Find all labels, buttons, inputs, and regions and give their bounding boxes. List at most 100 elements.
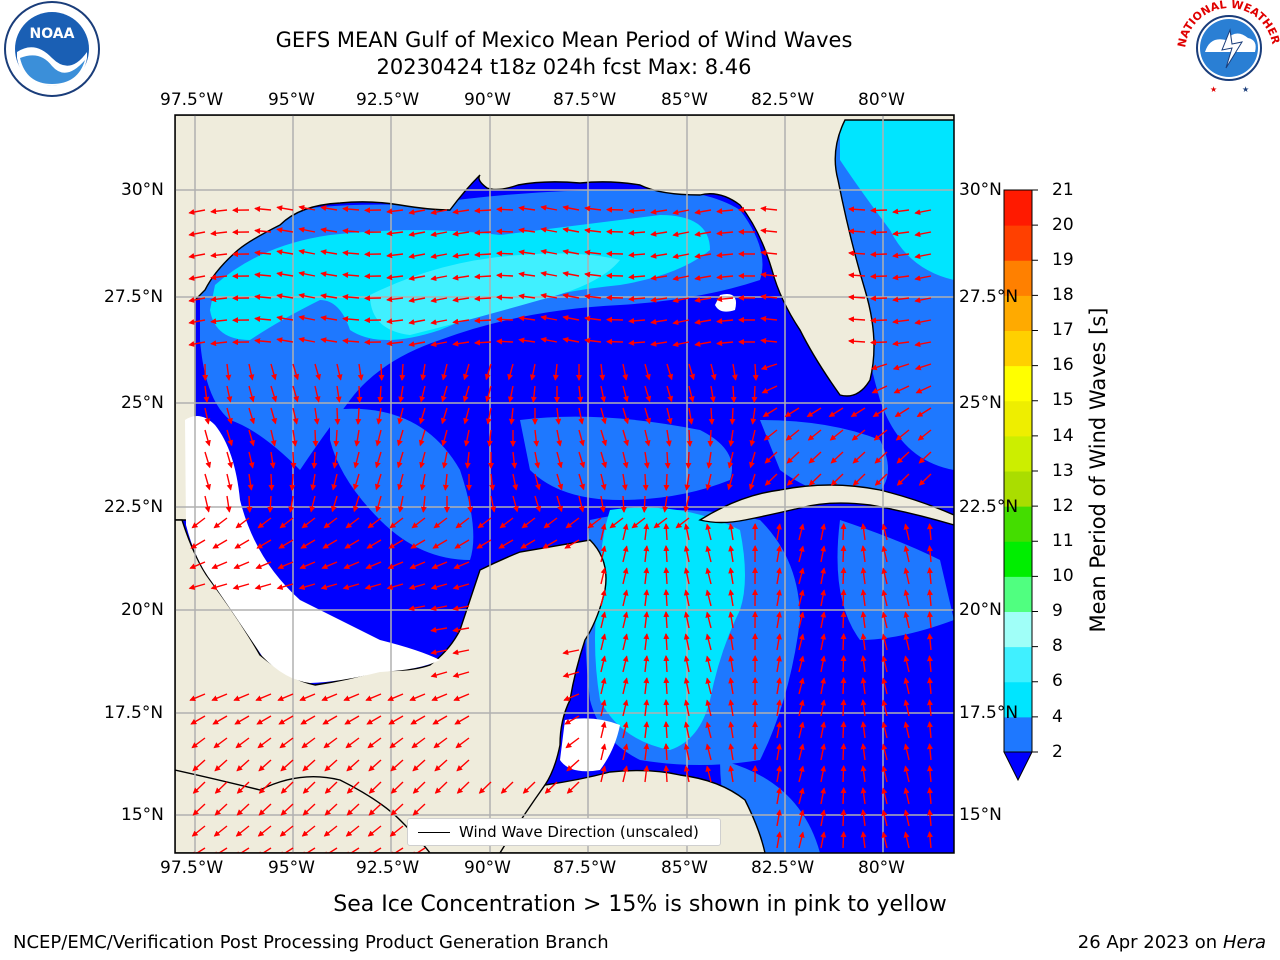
lon-label-bottom: 95°W xyxy=(268,858,315,878)
colorbar-tick-label: 8 xyxy=(1052,636,1063,656)
wind-wave-arrow xyxy=(728,633,735,651)
wind-wave-arrow xyxy=(840,765,847,783)
wind-wave-arrow xyxy=(441,451,448,469)
wind-wave-arrow xyxy=(213,517,228,529)
wind-wave-arrow xyxy=(666,407,673,425)
wind-wave-arrow xyxy=(512,495,519,513)
wind-wave-arrow xyxy=(462,385,470,403)
wind-wave-arrow xyxy=(622,743,629,761)
wind-wave-arrow xyxy=(540,248,558,255)
footer-date: 26 Apr 2023 on xyxy=(1077,932,1223,953)
wind-wave-arrow xyxy=(320,227,338,234)
wind-wave-arrow xyxy=(926,567,933,585)
wind-wave-arrow xyxy=(860,677,867,695)
wind-wave-arrow xyxy=(419,473,426,491)
wind-wave-arrow xyxy=(320,249,338,256)
colorbar-segment xyxy=(1004,435,1032,472)
wind-wave-arrow xyxy=(860,655,867,673)
wind-wave-arrow xyxy=(860,611,867,629)
wind-wave-arrow xyxy=(248,363,255,381)
wind-wave-arrow xyxy=(820,787,827,805)
wind-wave-arrow xyxy=(892,318,910,325)
wind-wave-arrow xyxy=(840,611,847,629)
wind-wave-arrow xyxy=(840,677,847,695)
wind-wave-arrow xyxy=(584,293,602,300)
wind-wave-arrow xyxy=(430,649,448,656)
wind-wave-arrow xyxy=(311,451,318,469)
wind-wave-arrow xyxy=(926,611,933,629)
wind-wave-arrow xyxy=(474,229,492,236)
wind-wave-arrow xyxy=(848,206,866,213)
wind-wave-arrow xyxy=(683,545,690,563)
wind-wave-arrow xyxy=(926,721,933,739)
wind-wave-arrow xyxy=(248,407,256,425)
wind-wave-arrow xyxy=(808,473,822,486)
wind-wave-arrow xyxy=(622,721,629,739)
wind-wave-arrow xyxy=(566,781,580,794)
wind-wave-arrow xyxy=(786,451,800,464)
wind-wave-arrow xyxy=(342,316,360,323)
wind-wave-arrow xyxy=(650,274,668,281)
wind-wave-arrow xyxy=(871,385,888,394)
wind-wave-arrow xyxy=(915,385,932,394)
wind-wave-arrow xyxy=(204,429,211,447)
wind-wave-arrow xyxy=(808,451,822,464)
wind-wave-arrow xyxy=(226,385,233,403)
wind-wave-arrow xyxy=(716,296,734,303)
wind-wave-arrow xyxy=(848,272,866,279)
wind-wave-arrow xyxy=(622,589,629,607)
wind-wave-arrow xyxy=(389,825,404,837)
wind-wave-arrow xyxy=(486,429,493,447)
wind-wave-arrow xyxy=(621,473,628,491)
wind-wave-arrow xyxy=(322,539,338,549)
wind-wave-arrow xyxy=(903,523,910,541)
wind-wave-arrow xyxy=(556,473,564,491)
wind-wave-arrow xyxy=(798,589,805,607)
wind-wave-arrow xyxy=(760,227,778,234)
wind-wave-arrow xyxy=(300,715,316,725)
wind-wave-arrow xyxy=(727,451,734,469)
wind-wave-arrow xyxy=(233,561,250,570)
wind-wave-arrow xyxy=(346,781,360,794)
lat-label-right: 20°N xyxy=(959,600,1002,620)
wind-wave-arrow xyxy=(357,363,364,381)
wind-wave-arrow xyxy=(764,473,778,486)
wind-wave-arrow xyxy=(708,407,715,425)
wind-wave-arrow xyxy=(600,721,607,739)
wind-wave-arrow xyxy=(566,759,580,772)
wind-wave-arrow xyxy=(584,249,602,256)
colorbar-tick-label: 9 xyxy=(1052,601,1063,621)
wind-wave-arrow xyxy=(860,633,867,651)
wind-wave-arrow xyxy=(353,451,360,469)
wind-wave-arrow xyxy=(600,407,607,425)
wind-wave-arrow xyxy=(440,407,448,425)
wind-wave-arrow xyxy=(820,699,827,717)
wind-wave-arrow xyxy=(663,655,670,673)
wind-wave-arrow xyxy=(386,296,404,303)
colorbar-segment xyxy=(1004,716,1032,753)
wind-wave-arrow xyxy=(727,473,734,491)
wind-wave-arrow xyxy=(214,759,228,772)
wind-wave-arrow xyxy=(926,655,933,673)
colorbar-tick-label: 20 xyxy=(1052,215,1074,235)
wind-wave-arrow xyxy=(562,671,580,678)
wind-wave-arrow xyxy=(269,451,276,469)
wind-wave-arrow xyxy=(694,318,712,325)
wind-wave-arrow xyxy=(542,539,558,549)
wind-wave-arrow xyxy=(577,385,584,403)
wind-wave-arrow xyxy=(431,693,448,702)
wind-wave-arrow xyxy=(775,787,782,805)
wind-wave-arrow xyxy=(298,314,316,321)
wind-wave-arrow xyxy=(628,251,646,258)
wind-wave-arrow xyxy=(775,567,782,585)
lon-label-bottom: 80°W xyxy=(858,858,905,878)
wind-wave-arrow xyxy=(644,363,651,381)
wind-wave-arrow xyxy=(775,655,782,673)
wind-wave-arrow xyxy=(870,295,888,302)
wind-wave-arrow xyxy=(860,699,867,717)
wind-wave-arrow xyxy=(707,429,714,447)
wind-wave-arrow xyxy=(324,781,338,794)
wind-wave-arrow xyxy=(851,429,866,441)
wind-wave-arrow xyxy=(464,451,471,469)
lat-label-left: 25°N xyxy=(121,393,164,413)
